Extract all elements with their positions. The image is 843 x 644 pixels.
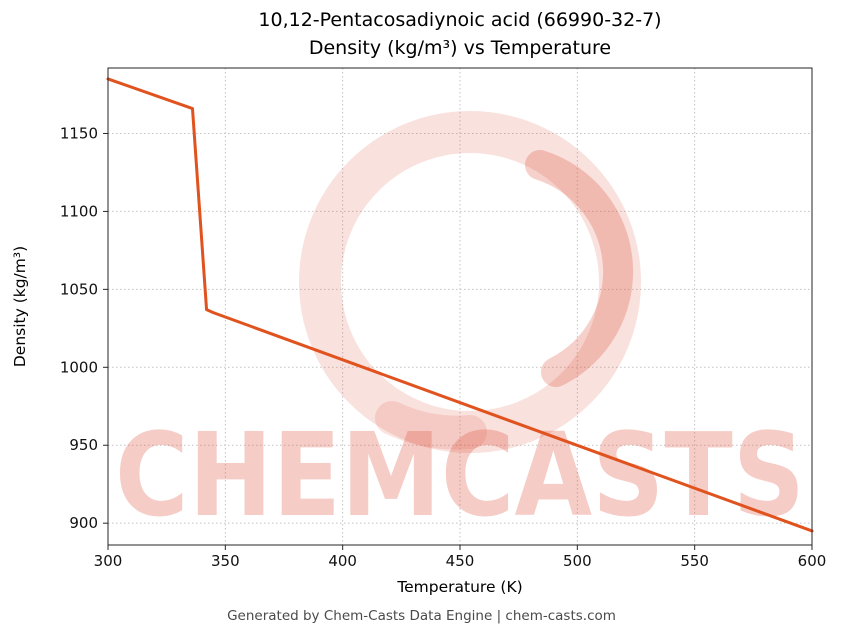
y-tick-label: 1000 xyxy=(60,358,98,376)
y-tick-label: 1100 xyxy=(60,202,98,220)
watermark-logo-tail xyxy=(375,401,487,450)
chart-title-line1: 10,12-Pentacosadiynoic acid (66990-32-7) xyxy=(258,9,662,31)
x-tick-label: 300 xyxy=(94,552,123,570)
y-axis-label: Density (kg/m³) xyxy=(11,246,29,367)
footer-text: Generated by Chem-Casts Data Engine | ch… xyxy=(227,608,616,624)
y-tick-label: 1150 xyxy=(60,124,98,142)
x-tick-label: 450 xyxy=(446,552,475,570)
x-tick-label: 350 xyxy=(211,552,240,570)
x-tick-label: 550 xyxy=(680,552,709,570)
y-tick-label: 1050 xyxy=(60,280,98,298)
watermark-logo-ring xyxy=(299,111,641,453)
chart-title-line2: Density (kg/m³) vs Temperature xyxy=(308,37,612,59)
x-tick-label: 400 xyxy=(328,552,357,570)
x-tick-label: 500 xyxy=(563,552,592,570)
chart-title: 10,12-Pentacosadiynoic acid (66990-32-7)… xyxy=(108,6,812,62)
y-tick-label: 950 xyxy=(69,436,98,454)
x-axis-label: Temperature (K) xyxy=(396,578,522,596)
x-tick-label: 600 xyxy=(798,552,827,570)
series-line-density xyxy=(106,77,814,533)
watermark-logo-comma xyxy=(525,150,634,387)
watermark-text: CHEMCASTS xyxy=(115,409,805,543)
y-tick-label: 900 xyxy=(69,514,98,532)
